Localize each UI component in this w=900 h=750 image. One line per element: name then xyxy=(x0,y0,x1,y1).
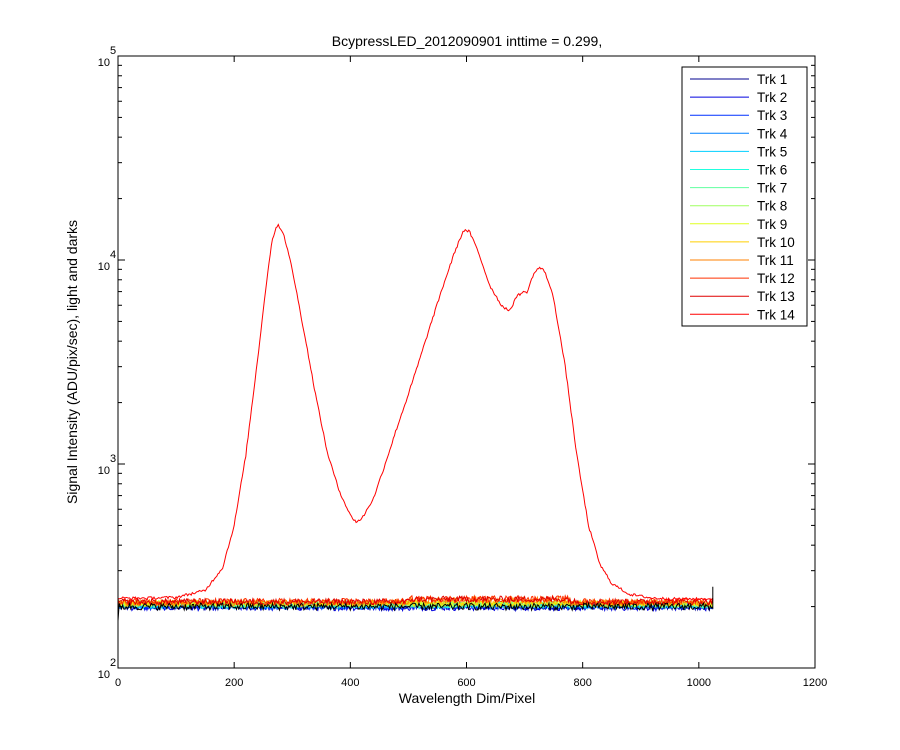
x-tick-label: 400 xyxy=(341,677,359,689)
x-tick-label: 1200 xyxy=(803,677,827,689)
legend: Trk 1 Trk 2 Trk 3 Trk 4 Trk 5 Trk 6 Trk 7 Trk 8… xyxy=(681,66,808,327)
series-line-trk-14 xyxy=(117,223,714,601)
x-tick-label: 1000 xyxy=(687,677,711,689)
legend-item: Trk 6 xyxy=(690,163,787,178)
y-tick-label-base: 10 xyxy=(98,261,110,273)
x-axis-label: Wavelength Dim/Pixel xyxy=(399,690,535,706)
legend-item: Trk 12 xyxy=(690,271,795,286)
legend-item: Trk 8 xyxy=(690,199,787,214)
y-tick-label-base: 10 xyxy=(98,669,110,681)
legend-item: Trk 13 xyxy=(690,289,795,304)
y-tick-label-base: 10 xyxy=(98,57,110,69)
legend-label: Trk 13 xyxy=(757,289,795,304)
legend-box xyxy=(681,66,808,327)
x-tick-label: 800 xyxy=(573,677,591,689)
series-layer xyxy=(117,223,714,622)
legend-label: Trk 5 xyxy=(757,144,787,159)
y-tick-label-base: 10 xyxy=(98,465,110,477)
legend-label: Trk 3 xyxy=(757,108,787,123)
legend-item: Trk 11 xyxy=(690,253,794,268)
legend-item: Trk 7 xyxy=(690,181,787,196)
legend-label: Trk 6 xyxy=(757,163,787,178)
legend-item: Trk 2 xyxy=(690,90,787,105)
y-tick-label-exponent: 2 xyxy=(110,657,116,669)
legend-item: Trk 5 xyxy=(690,144,787,159)
legend-label: Trk 9 xyxy=(757,217,787,232)
y-tick-label-exponent: 3 xyxy=(110,453,116,465)
legend-label: Trk 11 xyxy=(757,253,794,268)
legend-item: Trk 9 xyxy=(690,217,787,232)
legend-item: Trk 10 xyxy=(690,235,795,250)
y-tick-label-exponent: 4 xyxy=(110,249,116,261)
legend-label: Trk 10 xyxy=(757,235,795,250)
legend-label: Trk 14 xyxy=(757,307,795,322)
legend-label: Trk 8 xyxy=(757,199,787,214)
legend-label: Trk 1 xyxy=(757,72,787,87)
legend-item: Trk 3 xyxy=(690,108,787,123)
y-axis-label: Signal Intensity (ADU/pix/sec), light an… xyxy=(64,220,80,504)
legend-label: Trk 4 xyxy=(757,126,788,141)
x-tick-label: 200 xyxy=(225,677,243,689)
x-tick-label: 0 xyxy=(115,677,121,689)
legend-label: Trk 12 xyxy=(757,271,795,286)
legend-item: Trk 1 xyxy=(690,72,787,87)
series-line-dark xyxy=(117,586,714,622)
legend-label: Trk 7 xyxy=(757,181,787,196)
x-tick-label: 600 xyxy=(457,677,475,689)
legend-item: Trk 4 xyxy=(690,126,788,141)
legend-label: Trk 2 xyxy=(757,90,787,105)
chart-title: BcypressLED_2012090901 inttime = 0.299, xyxy=(332,33,602,49)
y-tick-label-exponent: 5 xyxy=(110,45,116,57)
legend-item: Trk 14 xyxy=(690,307,795,322)
series-line-trk-13 xyxy=(117,594,714,607)
